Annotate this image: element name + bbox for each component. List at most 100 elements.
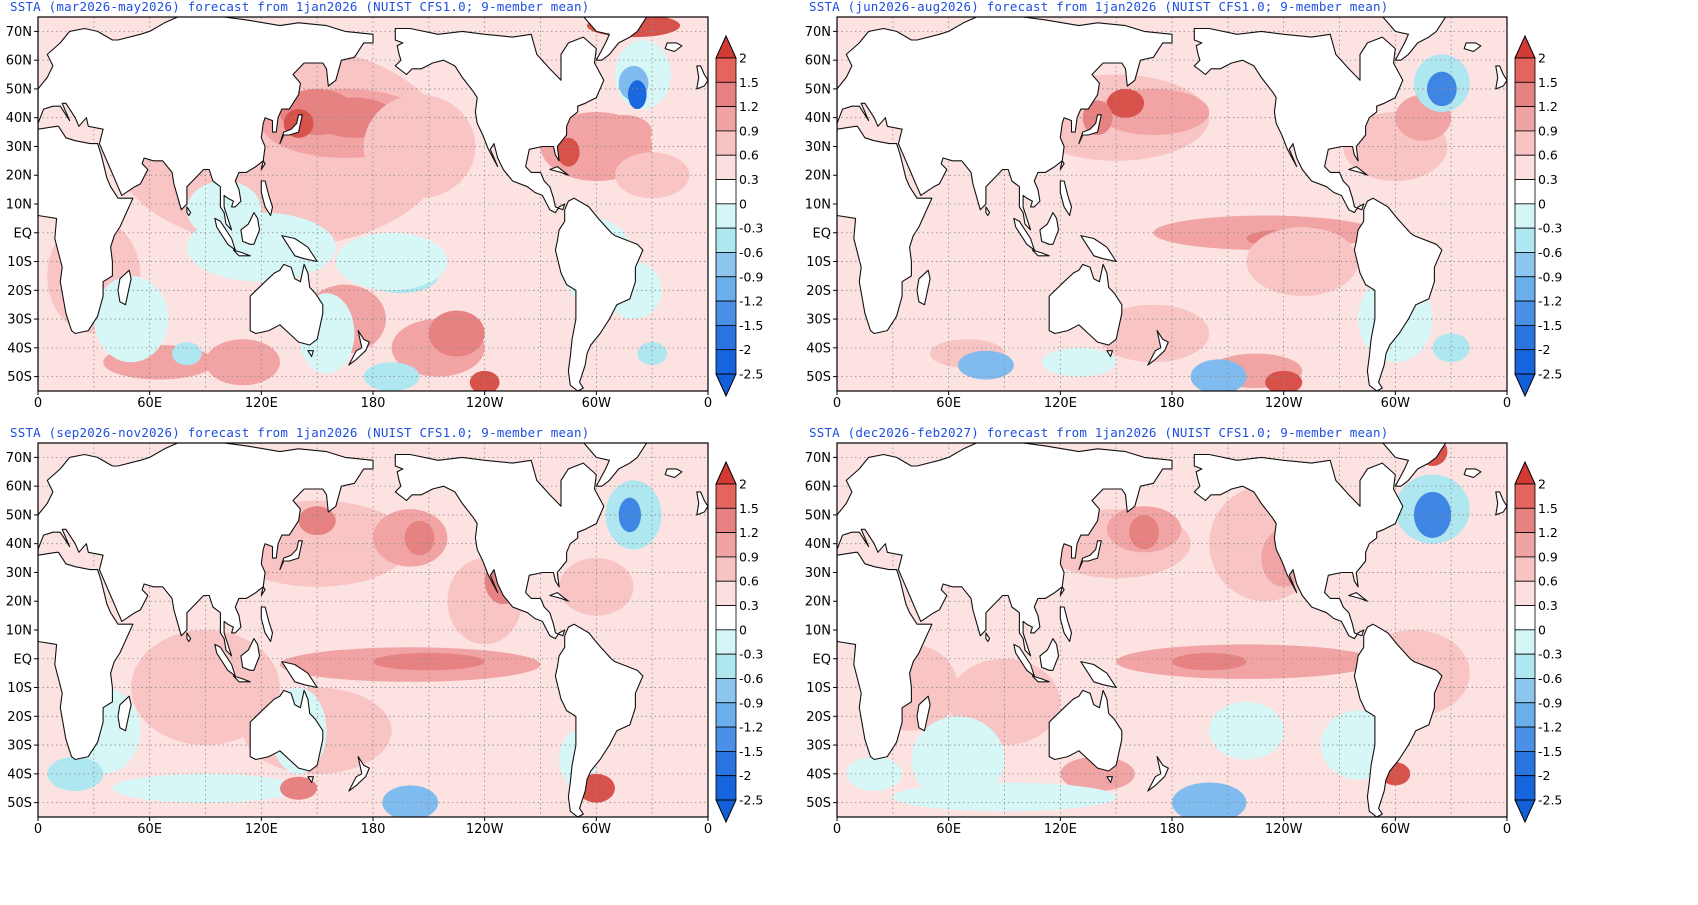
cold-anomaly-patch (627, 80, 647, 110)
lon-tick-label: 60E (936, 396, 961, 411)
colorbar-segment (1514, 252, 1536, 278)
lon-tick-label: 60E (137, 396, 162, 411)
colorbar-max-triangle (715, 34, 737, 59)
lat-tick-label: 10N (805, 624, 831, 639)
colorbar-segment (715, 106, 737, 132)
warm-anomaly-patch (1432, 218, 1507, 334)
cold-anomaly-patch (112, 773, 299, 803)
lat-tick-label: 30N (805, 566, 831, 581)
landmass-iceland (664, 468, 683, 479)
lat-tick-label: 50N (805, 508, 831, 523)
landmass-cuba (549, 166, 569, 176)
landmass-tasmania (1106, 350, 1113, 358)
lon-tick-label: 120W (466, 822, 504, 837)
colorbar-label: -1.2 (1538, 720, 1562, 735)
colorbar-label: 2 (739, 477, 747, 492)
colorbar-label: 0.6 (739, 148, 759, 163)
colorbar: 2 1.5 1.2 0.9 0.6 0.3 0 -0.3 -0.6 -0.9 -1.2 -1.5 -2 -… (1514, 34, 1562, 398)
cold-anomaly-patch (335, 232, 448, 291)
colorbar-label: -1.5 (739, 744, 763, 759)
colorbar-label: 0.3 (1538, 172, 1558, 187)
colorbar-label: 0 (1538, 196, 1546, 211)
colorbar-label: -0.6 (739, 245, 763, 260)
colorbar-label: -1.2 (739, 720, 763, 735)
lon-tick-label: 60W (1381, 396, 1411, 411)
landmass-java (232, 675, 251, 683)
colorbar-label: 0.9 (739, 549, 759, 564)
colorbar-segment (1514, 154, 1536, 180)
lat-tick-label: 10S (806, 681, 831, 696)
colorbar-label: 0.9 (1538, 123, 1558, 138)
lat-tick-label: 50S (7, 796, 32, 811)
cold-anomaly-patch (363, 362, 420, 391)
panel-title: SSTA (sep2026-nov2026) forecast from 1ja… (10, 425, 590, 440)
lat-tick-label: 60N (805, 480, 831, 495)
landmass-north-america (1193, 453, 1404, 640)
warm-anomaly-patch (596, 114, 653, 150)
colorbar-segment (1514, 324, 1536, 351)
landmass-borneo (1039, 212, 1060, 245)
lon-tick-label: 0 (704, 822, 712, 837)
lon-tick-label: 0 (833, 396, 841, 411)
colorbar-label: 1.5 (739, 501, 759, 516)
landmass-north-america (394, 453, 605, 640)
colorbar-segment (715, 57, 737, 83)
lon-tick-label: 120E (245, 396, 278, 411)
colorbar-segment (715, 276, 737, 302)
landmass-south-america (1353, 197, 1443, 391)
colorbar-segment (715, 179, 737, 205)
landmass-south-america (554, 197, 644, 391)
landmass-britain (1495, 65, 1507, 90)
colorbar-min-triangle (715, 799, 737, 824)
landmass-madagascar (916, 269, 931, 306)
colorbar-label: -2 (739, 342, 751, 357)
landmass-europe-asia (38, 443, 374, 657)
cold-anomaly-patch (93, 275, 169, 363)
lat-tick-label: 50S (806, 370, 831, 385)
landmass-britain (1495, 491, 1507, 516)
lon-tick-label: 0 (34, 822, 42, 837)
lat-tick-label: 50N (6, 82, 32, 97)
colorbar-segment (1514, 130, 1536, 156)
colorbar-segment (715, 580, 737, 606)
colorbar-segment (715, 653, 737, 679)
lat-tick-label: 60N (6, 54, 32, 69)
colorbar-segment (1514, 349, 1536, 375)
colorbar-segment (1514, 775, 1536, 801)
lon-tick-label: 0 (34, 396, 42, 411)
colorbar-segment (1514, 227, 1536, 253)
landmass-north-america (1193, 27, 1404, 214)
landmass-south-america (1353, 623, 1443, 817)
colorbar-label: -0.3 (739, 221, 763, 236)
lat-tick-label: 10S (806, 255, 831, 270)
lat-tick-label: 40N (805, 537, 831, 552)
lat-tick-label: 60N (805, 54, 831, 69)
landmass-new-zealand (348, 756, 370, 792)
colorbar-segment (715, 349, 737, 375)
lat-tick-label: 70N (805, 451, 831, 466)
colorbar-label: 1.2 (739, 525, 759, 540)
colorbar-segment (1514, 507, 1536, 534)
warm-anomaly-patch (557, 137, 580, 167)
panel-title: SSTA (mar2026-may2026) forecast from 1ja… (10, 0, 590, 14)
colorbar-segment (715, 629, 737, 655)
colorbar-label: -1.2 (739, 294, 763, 309)
warm-anomaly-patch (1246, 227, 1359, 297)
lat-tick-label: 40N (6, 111, 32, 126)
cold-anomaly-patch (892, 782, 1117, 812)
colorbar-label: -0.6 (1538, 245, 1562, 260)
landmass-taiwan (260, 586, 266, 597)
colorbar-segment (1514, 653, 1536, 679)
landmass-new-zealand (1147, 756, 1169, 792)
colorbar-segment (715, 324, 737, 351)
landmass-australia (249, 263, 324, 346)
colorbar-label: -0.6 (1538, 671, 1562, 686)
colorbar-segment (715, 300, 737, 326)
lat-tick-label: 70N (6, 25, 32, 40)
lon-tick-label: 180 (361, 822, 386, 837)
panel-title: SSTA (dec2026-feb2027) forecast from 1ja… (809, 425, 1389, 440)
warm-anomaly-patch (1116, 644, 1377, 679)
